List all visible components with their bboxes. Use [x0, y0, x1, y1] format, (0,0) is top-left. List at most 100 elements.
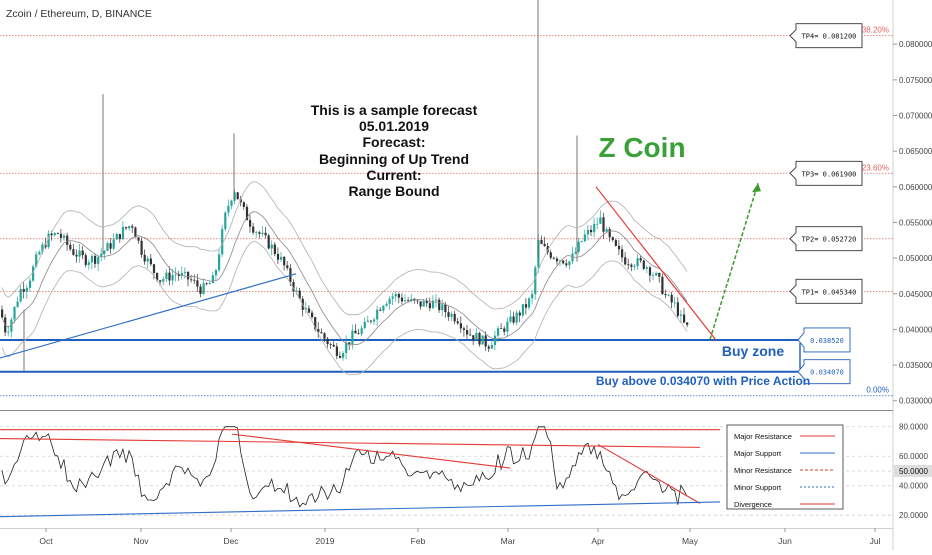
- forecast-line-2: 05.01.2019: [359, 118, 429, 134]
- candle-body: [19, 288, 22, 302]
- candle-body: [583, 234, 586, 242]
- candle-body: [286, 265, 289, 269]
- candle-body: [667, 294, 670, 296]
- candle-body: [537, 239, 540, 268]
- candle-body: [469, 334, 472, 336]
- candle-body: [428, 303, 431, 309]
- candle-body: [199, 286, 202, 294]
- candle-body: [224, 212, 227, 230]
- candle-body: [38, 252, 41, 255]
- candle-body: [376, 309, 379, 320]
- candle-body: [342, 353, 345, 358]
- candle-body: [298, 290, 301, 299]
- candle-body: [596, 223, 599, 225]
- candle-body: [416, 300, 419, 302]
- osc-legend-label: Major Support: [734, 449, 782, 458]
- candle-body: [478, 332, 481, 345]
- resistance-trend-line: [595, 186, 717, 341]
- candle-body: [441, 304, 444, 311]
- forecast-line-3: Forecast:: [362, 134, 425, 150]
- candle-body: [382, 305, 385, 311]
- price-axis-label: 0.035000: [899, 361, 932, 370]
- forecast-arrow-head: [752, 183, 761, 193]
- candle-body: [326, 338, 329, 345]
- candle-body: [385, 303, 388, 306]
- candle-body: [66, 235, 69, 245]
- candle-body: [162, 279, 165, 282]
- candle-body: [177, 274, 180, 276]
- candle-body: [242, 202, 245, 207]
- candle-body: [528, 298, 531, 308]
- candle-body: [577, 241, 580, 252]
- candle-body: [320, 332, 323, 334]
- candle-body: [617, 245, 621, 250]
- candle-body: [490, 345, 493, 349]
- candle-body: [140, 240, 143, 255]
- candle-body: [156, 272, 159, 281]
- candle-body: [180, 272, 183, 276]
- candle-body: [664, 294, 667, 296]
- candle-body: [304, 308, 307, 310]
- target-callout: TP1= 0.045340: [789, 278, 863, 304]
- candle-body: [258, 232, 261, 234]
- time-axis-label: Apr: [591, 536, 604, 546]
- candle-body: [109, 243, 112, 249]
- candle-body: [670, 294, 673, 303]
- candle-body: [283, 256, 286, 266]
- buy-above-label: Buy above 0.034070 with Price Action: [596, 374, 810, 388]
- candle-body: [273, 244, 276, 254]
- candle-body: [128, 226, 131, 229]
- candle-body: [397, 293, 400, 298]
- candle-body: [369, 320, 373, 322]
- candle-body: [679, 314, 683, 316]
- candle-body: [614, 240, 617, 246]
- target-callout: TP3= 0.061900: [789, 160, 863, 186]
- candle-body: [487, 346, 490, 349]
- candle-body: [25, 287, 28, 292]
- candle-body: [435, 299, 438, 301]
- osc-value-badge: [894, 464, 932, 477]
- candle-body: [450, 313, 453, 317]
- time-axis-label: May: [682, 536, 699, 546]
- candle-body: [149, 258, 152, 265]
- candle-body: [655, 272, 658, 276]
- candle-body: [633, 266, 636, 267]
- candle-body: [7, 331, 10, 333]
- candle-body: [524, 304, 528, 308]
- candle-body: [59, 233, 63, 238]
- candle-body: [187, 271, 190, 280]
- candle-body: [50, 233, 53, 236]
- candle-body: [214, 270, 218, 276]
- candle-body: [227, 205, 230, 213]
- forecast-line-5: Current:: [366, 167, 421, 183]
- candle-body: [518, 312, 521, 316]
- osc-divergence: [597, 443, 701, 504]
- candle-body: [152, 264, 156, 273]
- candle-body: [329, 344, 332, 345]
- candle-body: [438, 299, 441, 311]
- osc-legend-label: Minor Resistance: [734, 466, 792, 475]
- candle-body: [444, 304, 447, 313]
- candle-body: [459, 323, 462, 329]
- candle-body: [202, 283, 205, 294]
- candle-body: [422, 301, 425, 307]
- candle-body: [146, 258, 149, 262]
- candle-body: [307, 308, 311, 313]
- osc-major-resistance-2: [0, 437, 701, 448]
- candle-body: [419, 301, 422, 307]
- candle-body: [388, 298, 391, 304]
- candle-body: [555, 258, 559, 262]
- candle-body: [580, 241, 583, 242]
- osc-legend-label: Divergence: [734, 500, 772, 509]
- candle-body: [143, 254, 146, 262]
- price-axis-label: 0.045000: [899, 290, 932, 299]
- time-axis-label: 2019: [316, 536, 335, 546]
- candle-body: [193, 279, 196, 281]
- candle-body: [571, 253, 574, 262]
- candle-body: [484, 335, 487, 347]
- candle-body: [267, 235, 270, 249]
- candle-body: [621, 249, 624, 258]
- candle-body: [453, 313, 456, 322]
- candle-body: [323, 333, 326, 339]
